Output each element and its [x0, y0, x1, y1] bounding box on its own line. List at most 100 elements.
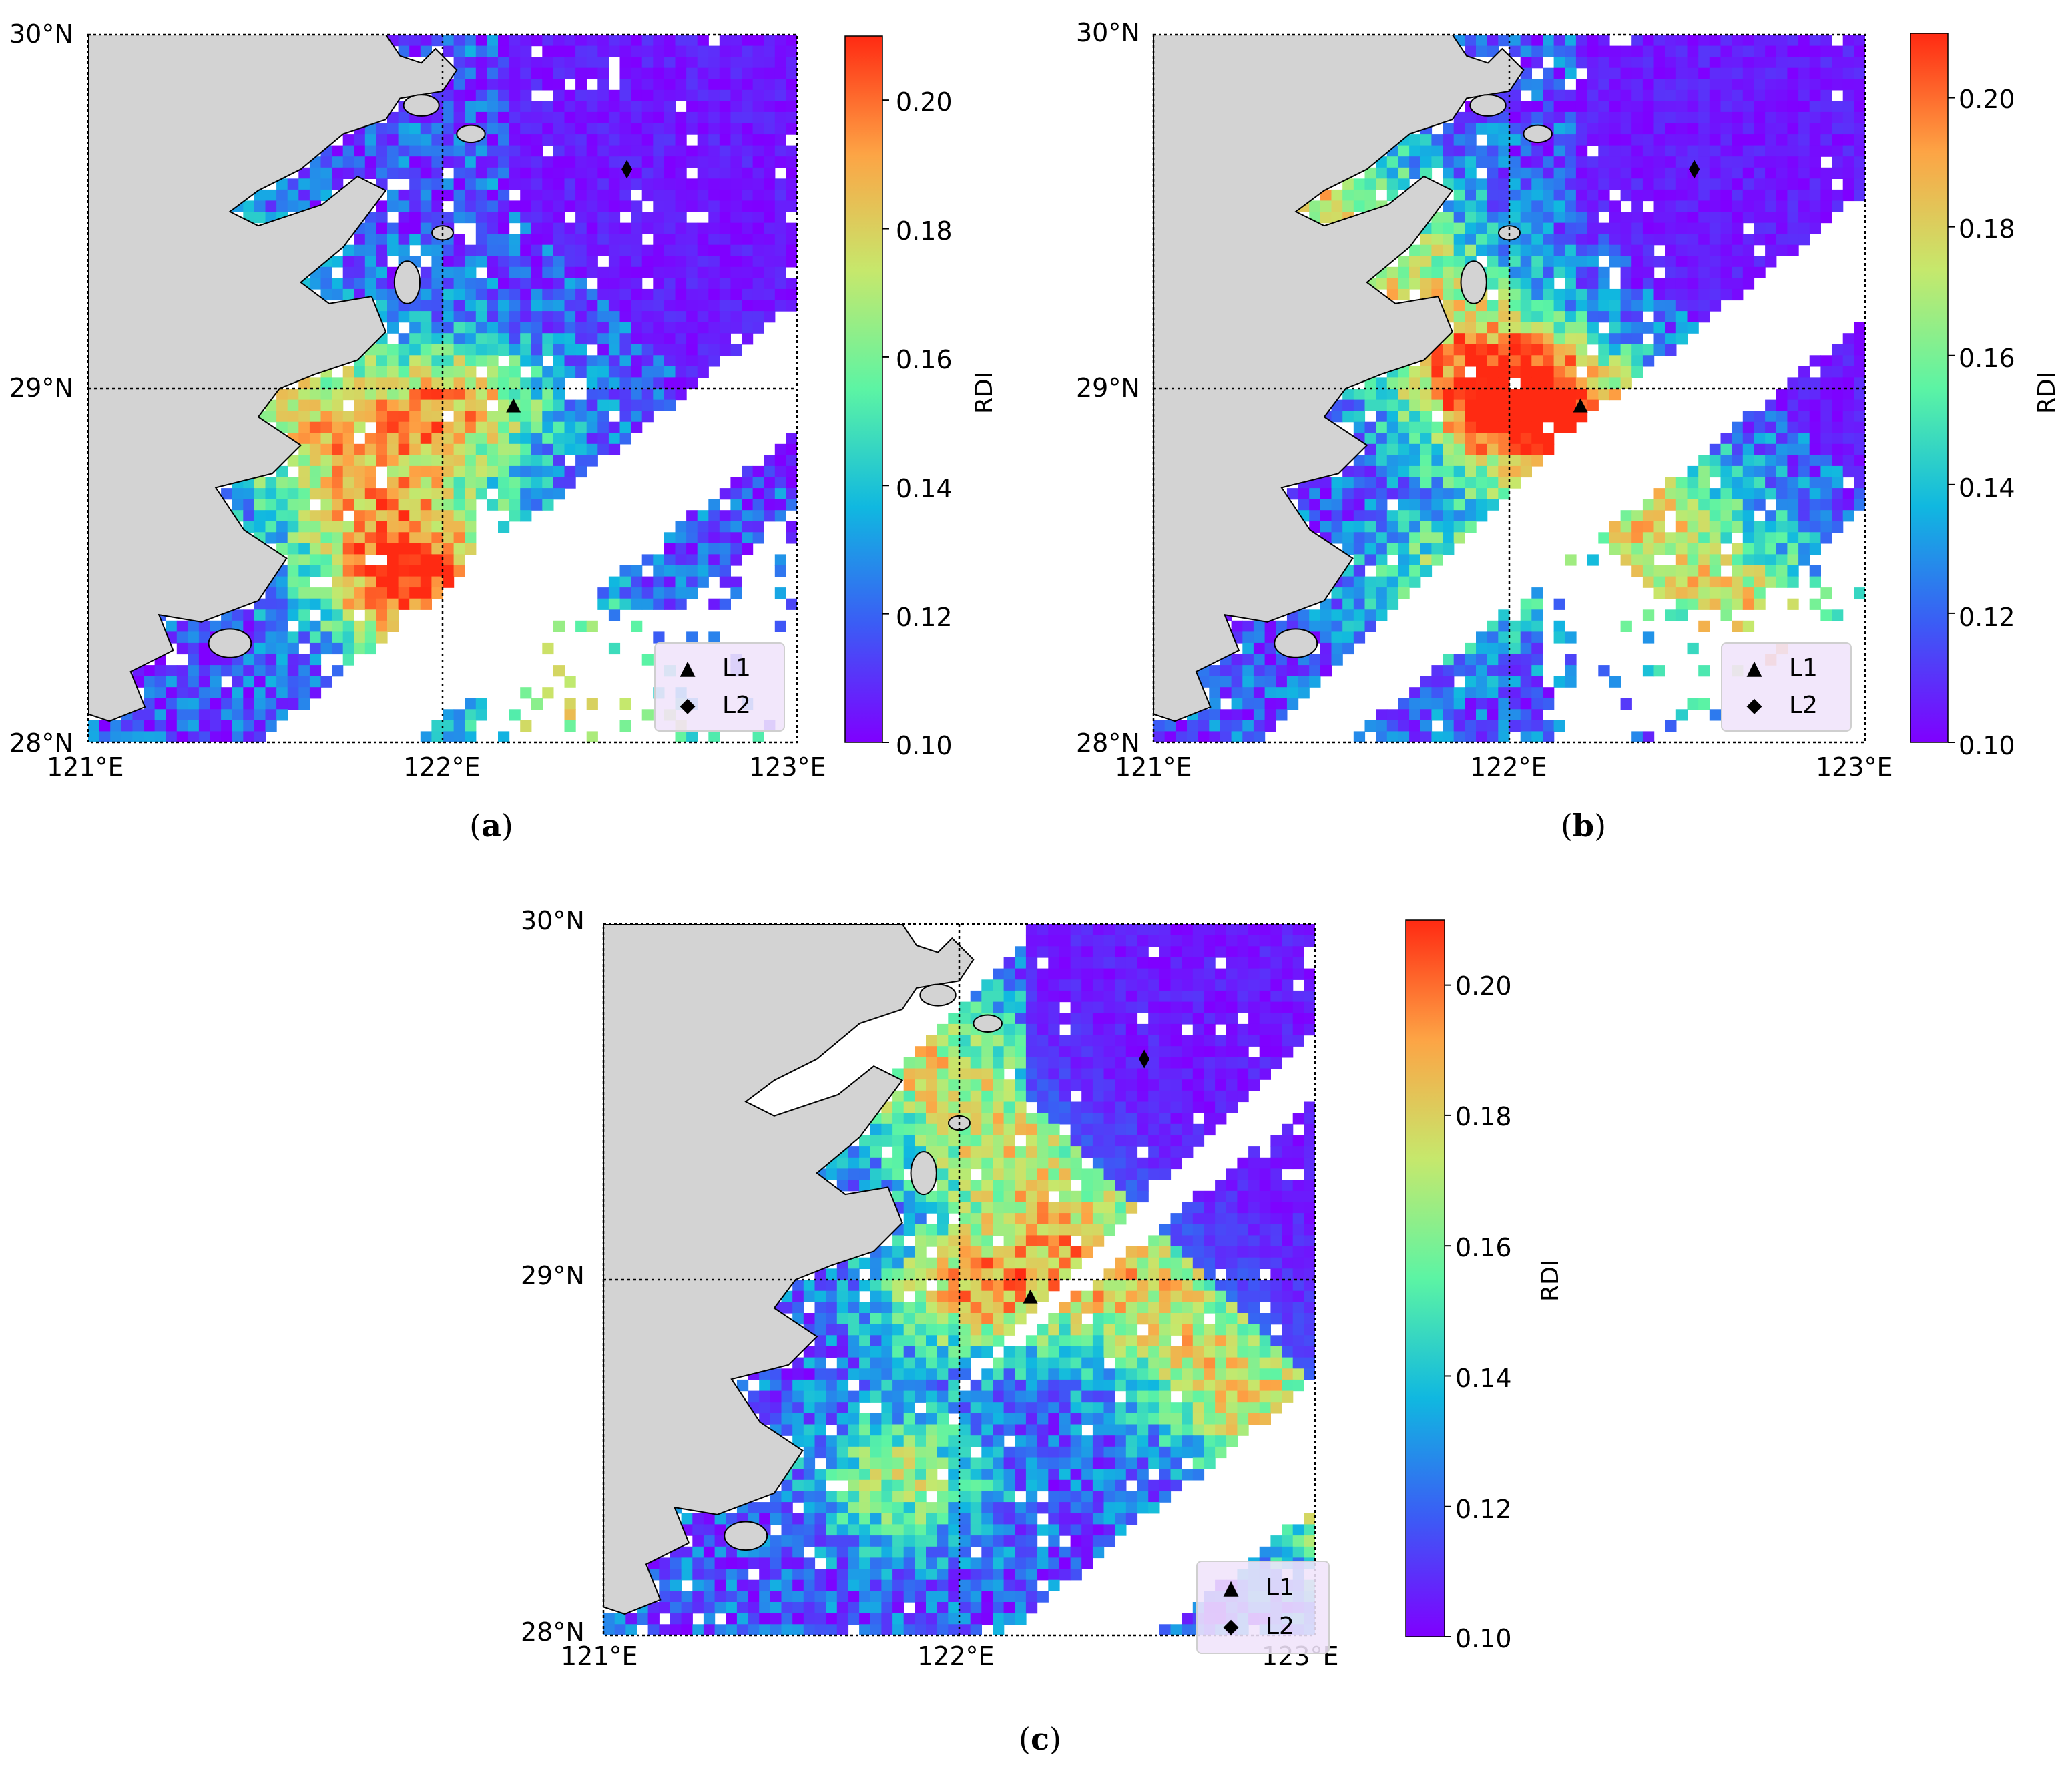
rdi-cell: [553, 665, 565, 677]
rdi-cell: [1431, 399, 1443, 411]
rdi-cell: [1498, 609, 1510, 621]
rdi-cell: [1732, 35, 1744, 47]
rdi-cell: [1598, 344, 1610, 356]
rdi-cell: [1420, 676, 1433, 688]
rdi-cell: [542, 455, 554, 467]
rdi-cell: [1732, 256, 1744, 268]
rdi-cell: [431, 212, 443, 224]
rdi-cell: [298, 421, 310, 433]
rdi-cell: [1854, 57, 1865, 69]
rdi-cell: [1809, 212, 1821, 224]
rdi-cell: [1237, 935, 1249, 947]
rdi-cell: [1531, 676, 1543, 688]
rdi-cell: [354, 443, 366, 455]
rdi-cell: [1465, 123, 1477, 135]
rdi-cell: [675, 333, 687, 345]
rdi-cell: [675, 134, 687, 146]
rdi-cell: [1543, 256, 1555, 268]
station-l1-marker: [1573, 398, 1588, 413]
rdi-cell: [520, 399, 532, 411]
rdi-cell: [1543, 79, 1555, 91]
rdi-cell: [1443, 377, 1455, 389]
rdi-cell: [1487, 189, 1499, 202]
rdi-cell: [1609, 389, 1621, 401]
rdi-cell: [970, 1079, 982, 1091]
rdi-cell: [631, 355, 643, 367]
rdi-cell: [903, 1224, 915, 1236]
rdi-cell: [1776, 111, 1788, 124]
rdi-cell: [586, 366, 598, 378]
rdi-cell: [1765, 167, 1777, 179]
rdi-cell: [1115, 1202, 1127, 1214]
rdi-cell: [1509, 620, 1521, 632]
rdi-cell: [542, 443, 554, 455]
rdi-cell: [465, 510, 477, 522]
rdi-cell: [1231, 687, 1243, 699]
rdi-cell: [1115, 1168, 1127, 1180]
rdi-cell: [859, 1135, 871, 1147]
rdi-cell: [1476, 366, 1488, 378]
rdi-cell: [970, 1146, 982, 1158]
rdi-cell: [653, 399, 665, 411]
rdi-cell: [1675, 532, 1688, 544]
rdi-cell: [774, 67, 786, 79]
rdi-cell: [993, 1224, 1005, 1236]
rdi-cell: [1409, 465, 1421, 478]
rdi-cell: [309, 687, 322, 699]
rdi-cell: [1487, 433, 1499, 445]
rdi-cell: [498, 521, 510, 533]
rdi-cell: [1809, 101, 1821, 113]
rdi-cell: [320, 631, 332, 644]
rdi-cell: [1698, 598, 1710, 610]
rdi-cell: [1070, 1202, 1082, 1214]
rdi-cell: [608, 389, 621, 401]
rdi-cell: [1598, 333, 1610, 345]
rdi-cell: [1081, 1123, 1093, 1136]
rdi-cell: [764, 256, 776, 268]
rdi-cell: [1720, 443, 1732, 455]
rdi-cell: [892, 1190, 904, 1203]
rdi-cell: [254, 709, 266, 721]
rdi-cell: [1443, 433, 1455, 445]
rdi-cell: [1309, 665, 1321, 677]
rdi-cell: [653, 156, 665, 168]
rdi-cell: [586, 698, 598, 710]
rdi-cell: [520, 355, 532, 367]
rdi-cell: [166, 620, 178, 632]
rdi-cell: [1115, 1013, 1127, 1025]
rdi-cell: [1092, 968, 1105, 980]
rdi-cell: [1832, 145, 1844, 157]
rdi-cell: [1331, 200, 1343, 212]
rdi-cell: [1531, 178, 1543, 190]
rdi-cell: [1115, 990, 1127, 1003]
rdi-cell: [1687, 598, 1699, 610]
rdi-cell: [1642, 665, 1655, 677]
rdi-cell: [1820, 443, 1832, 455]
rdi-cell: [1170, 1068, 1182, 1080]
rdi-cell: [586, 45, 598, 57]
rdi-cell: [520, 89, 532, 101]
rdi-cell: [653, 256, 665, 268]
rdi-cell: [1237, 1079, 1249, 1091]
rdi-cell: [786, 222, 797, 234]
rdi-cell: [1565, 222, 1577, 234]
rdi-cell: [1720, 234, 1732, 246]
rdi-cell: [1148, 968, 1160, 980]
rdi-cell: [542, 687, 554, 699]
rdi-cell: [1809, 35, 1821, 47]
rdi-cell: [1754, 189, 1766, 202]
rdi-cell: [332, 598, 344, 610]
rdi-cell: [176, 665, 188, 677]
rdi-cell: [1103, 924, 1115, 936]
rdi-cell: [993, 1202, 1005, 1214]
rdi-cell: [1832, 488, 1844, 500]
rdi-cell: [752, 123, 764, 135]
rdi-cell: [376, 278, 388, 290]
rdi-cell: [1182, 990, 1194, 1003]
rdi-cell: [509, 465, 521, 478]
rdi-cell: [730, 189, 742, 202]
rdi-cell: [1476, 189, 1488, 202]
rdi-cell: [431, 322, 443, 334]
rdi-cell: [937, 1213, 949, 1225]
rdi-cell: [1543, 266, 1555, 278]
